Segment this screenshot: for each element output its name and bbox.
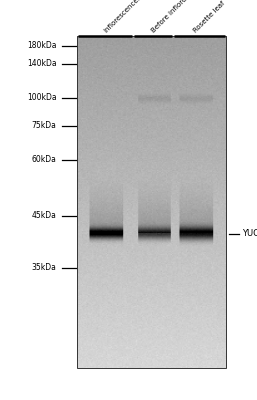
Text: 140kDa: 140kDa [27, 60, 57, 68]
Text: Before inflorescence: Before inflorescence [150, 0, 205, 34]
Text: 100kDa: 100kDa [27, 94, 57, 102]
Text: 60kDa: 60kDa [32, 156, 57, 164]
Text: Inflorescences: Inflorescences [103, 0, 142, 34]
Text: 45kDa: 45kDa [32, 212, 57, 220]
Text: 35kDa: 35kDa [32, 264, 57, 272]
Text: 180kDa: 180kDa [27, 42, 57, 50]
Text: 75kDa: 75kDa [32, 122, 57, 130]
Text: YUCCA1: YUCCA1 [242, 230, 257, 238]
Bar [77, 36, 226, 368]
Text: Rosette leaf: Rosette leaf [192, 0, 226, 34]
